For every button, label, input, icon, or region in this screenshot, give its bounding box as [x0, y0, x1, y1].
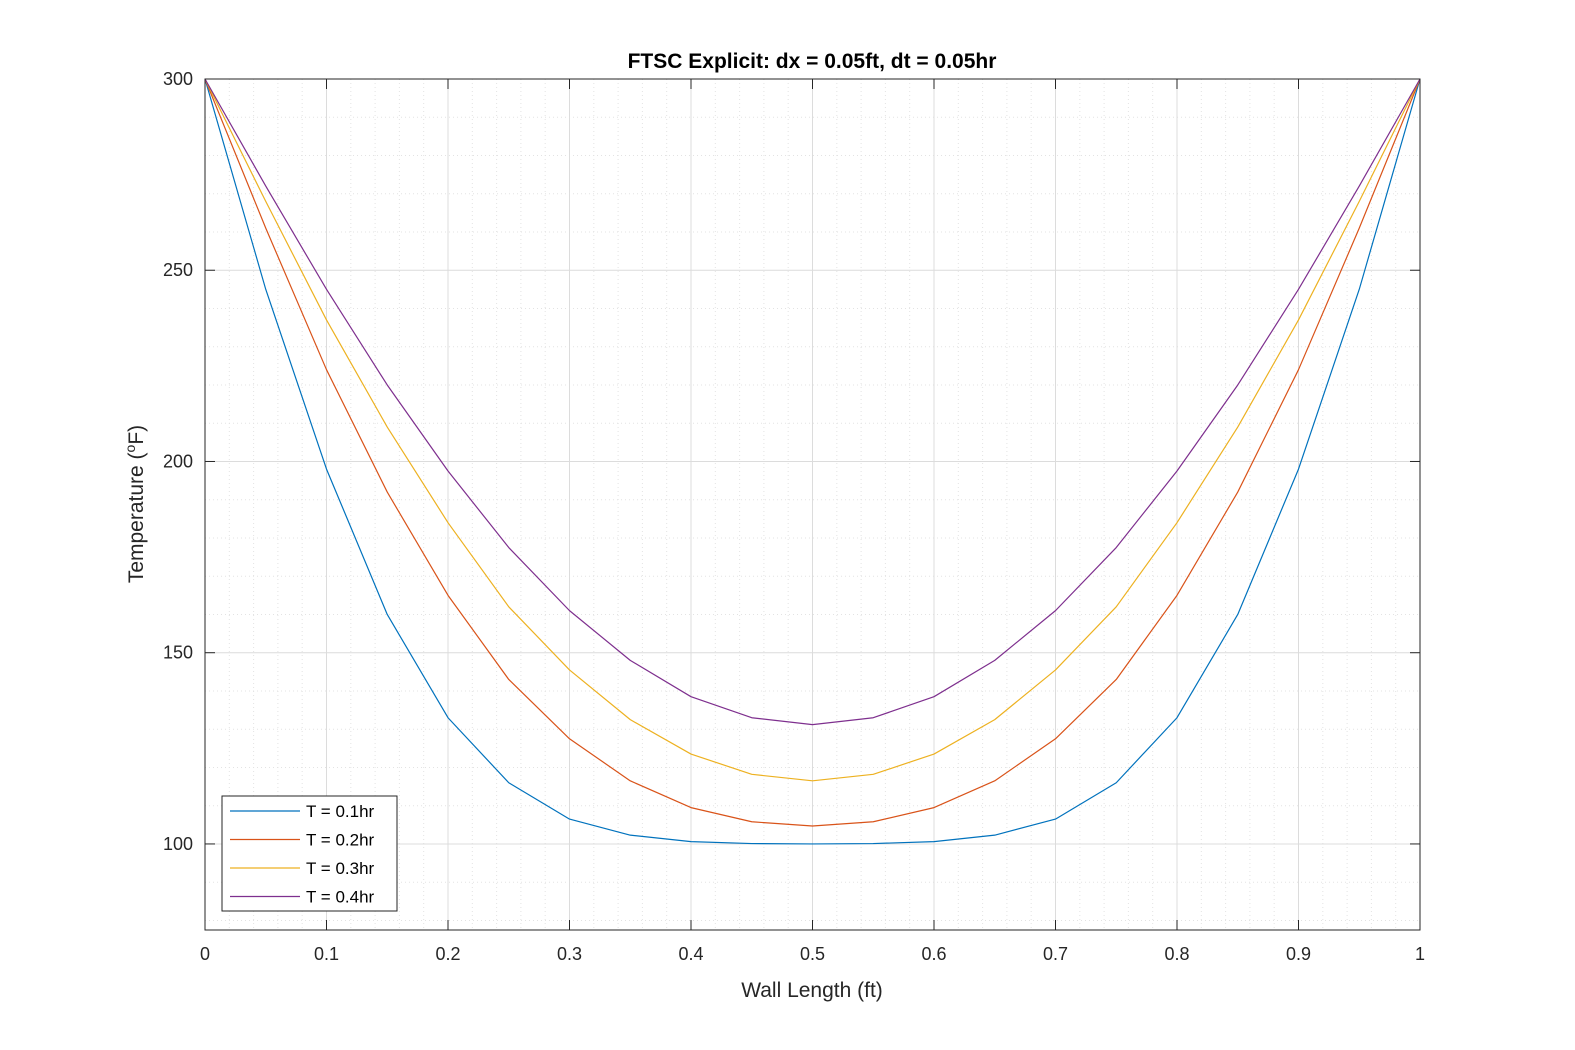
axis-ticks — [204, 78, 1421, 930]
x-tick-label: 0.3 — [557, 944, 582, 964]
x-tick-label: 0.6 — [921, 944, 946, 964]
y-tick-label: 150 — [163, 643, 193, 663]
y-axis-label-main: Temperature ( — [125, 452, 148, 583]
x-tick-label: 0.8 — [1164, 944, 1189, 964]
y-axis-label-tail: F) — [125, 425, 148, 445]
legend-label-3: T = 0.3hr — [306, 859, 375, 878]
y-tick-label: 200 — [163, 451, 193, 471]
chart-title: FTSC Explicit: dx = 0.05ft, dt = 0.05hr — [628, 50, 997, 73]
x-tick-label: 1 — [1415, 944, 1425, 964]
legend-box — [221, 795, 398, 912]
series-layer — [204, 78, 1421, 845]
x-tick-label: 0.5 — [800, 944, 825, 964]
y-tick-label: 300 — [163, 69, 193, 89]
legend-label-4: T = 0.4hr — [306, 888, 375, 907]
x-tick-label: 0.2 — [435, 944, 460, 964]
x-tick-label: 0.7 — [1043, 944, 1068, 964]
y-tick-labels: 100 150 200 250 300 — [163, 69, 193, 854]
y-axis-label-sup: o — [122, 444, 138, 452]
legend: T = 0.1hr T = 0.2hr T = 0.3hr T = 0.4hr — [221, 795, 398, 912]
series-line-3 — [204, 78, 1421, 782]
minor-grid — [205, 79, 1420, 930]
series-line-1 — [204, 78, 1421, 845]
series-line-2 — [204, 78, 1421, 827]
x-tick-label: 0.1 — [314, 944, 339, 964]
series-line-4 — [204, 78, 1421, 726]
x-tick-label: 0.9 — [1286, 944, 1311, 964]
y-axis-label: Temperature (oF) — [122, 425, 148, 583]
y-tick-label: 100 — [163, 834, 193, 854]
legend-label-1: T = 0.1hr — [306, 802, 375, 821]
x-tick-label: 0 — [200, 944, 210, 964]
x-tick-labels: 0 0.1 0.2 0.3 0.4 0.5 0.6 0.7 0.8 0.9 1 — [200, 944, 1425, 964]
legend-label-2: T = 0.2hr — [306, 831, 375, 850]
x-axis-label: Wall Length (ft) — [741, 979, 883, 1002]
x-tick-label: 0.4 — [678, 944, 703, 964]
y-tick-label: 250 — [163, 260, 193, 280]
